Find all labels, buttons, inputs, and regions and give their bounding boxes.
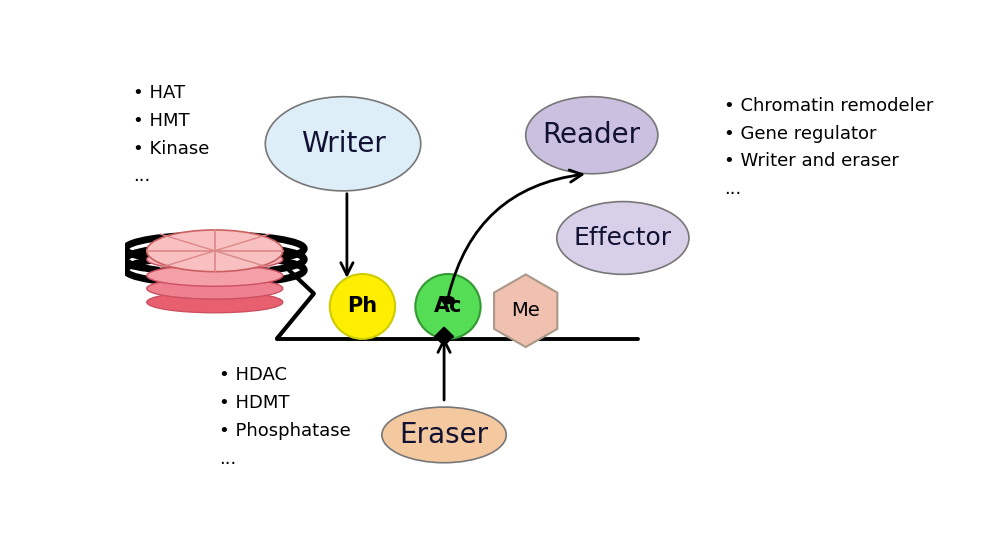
Ellipse shape	[330, 274, 395, 339]
Text: • Phosphatase: • Phosphatase	[218, 422, 350, 440]
Ellipse shape	[265, 97, 421, 191]
Text: Ac: Ac	[433, 296, 462, 316]
Text: • HDMT: • HDMT	[218, 394, 289, 412]
Text: • HDAC: • HDAC	[218, 366, 287, 384]
Ellipse shape	[146, 291, 283, 313]
Text: Ph: Ph	[347, 296, 377, 316]
Text: Me: Me	[511, 301, 539, 320]
Ellipse shape	[556, 202, 688, 274]
Text: Eraser: Eraser	[399, 421, 488, 449]
Ellipse shape	[525, 97, 657, 173]
Polygon shape	[434, 327, 453, 346]
Polygon shape	[494, 275, 557, 347]
Text: ...: ...	[218, 450, 235, 468]
Ellipse shape	[415, 274, 480, 339]
Ellipse shape	[146, 230, 283, 272]
Ellipse shape	[146, 249, 283, 270]
Text: ...: ...	[133, 167, 150, 185]
Ellipse shape	[146, 278, 283, 299]
Ellipse shape	[146, 265, 283, 286]
Text: • HMT: • HMT	[133, 112, 189, 130]
Text: ...: ...	[723, 180, 740, 198]
Text: • HAT: • HAT	[133, 84, 185, 102]
Ellipse shape	[382, 407, 506, 463]
Text: • Kinase: • Kinase	[133, 140, 209, 157]
Circle shape	[441, 296, 454, 304]
Text: Reader: Reader	[542, 121, 640, 149]
Text: Effector: Effector	[573, 226, 671, 250]
Text: • Gene regulator: • Gene regulator	[723, 125, 876, 142]
Text: • Writer and eraser: • Writer and eraser	[723, 152, 898, 170]
Text: Writer: Writer	[301, 130, 385, 158]
Text: • Chromatin remodeler: • Chromatin remodeler	[723, 97, 932, 115]
